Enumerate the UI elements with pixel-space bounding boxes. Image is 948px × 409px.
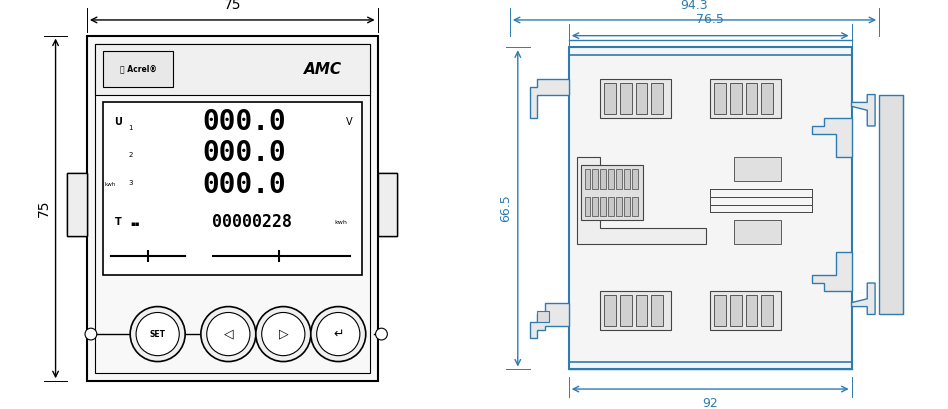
Polygon shape	[530, 79, 569, 118]
Circle shape	[375, 328, 388, 340]
Text: 00000228: 00000228	[212, 213, 292, 231]
Text: Ⓢ Acrel®: Ⓢ Acrel®	[119, 65, 156, 74]
Bar	[651, 295, 663, 326]
Bar	[616, 169, 622, 189]
Bar	[608, 197, 614, 216]
Circle shape	[201, 307, 256, 362]
Polygon shape	[851, 283, 875, 315]
Bar	[600, 79, 671, 118]
Text: ↵: ↵	[333, 328, 343, 341]
Text: 75: 75	[224, 0, 241, 12]
Circle shape	[137, 312, 179, 356]
Bar	[734, 220, 781, 244]
Bar	[710, 79, 781, 118]
Bar	[102, 52, 173, 87]
Circle shape	[256, 307, 311, 362]
Bar	[95, 43, 370, 94]
Text: V: V	[346, 117, 353, 127]
Bar	[714, 83, 726, 114]
Text: 3: 3	[128, 180, 133, 186]
Bar	[592, 169, 598, 189]
Bar	[631, 169, 638, 189]
Bar	[580, 165, 644, 220]
Text: SET: SET	[150, 330, 166, 339]
Bar	[67, 173, 87, 236]
Circle shape	[262, 312, 305, 356]
Text: kwh: kwh	[104, 182, 116, 187]
Bar	[745, 295, 757, 326]
Bar	[616, 197, 622, 216]
Bar	[600, 291, 671, 330]
Polygon shape	[812, 118, 851, 157]
Text: 1: 1	[128, 125, 133, 131]
Text: AMC: AMC	[303, 61, 341, 76]
Bar	[620, 295, 631, 326]
Bar	[95, 43, 370, 373]
Bar	[102, 102, 362, 275]
Bar	[745, 83, 757, 114]
Bar	[651, 83, 663, 114]
Text: 66.5: 66.5	[500, 195, 513, 222]
Text: ▪▪: ▪▪	[130, 221, 139, 227]
Bar	[569, 47, 851, 369]
Bar	[377, 173, 397, 236]
Polygon shape	[377, 173, 397, 236]
Text: 92: 92	[702, 397, 718, 409]
Text: T: T	[115, 217, 121, 227]
Bar	[600, 197, 606, 216]
Bar	[608, 169, 614, 189]
Bar	[730, 295, 741, 326]
Bar	[879, 94, 902, 315]
Bar	[620, 83, 631, 114]
Bar	[730, 83, 741, 114]
Bar	[604, 295, 616, 326]
Bar	[761, 83, 773, 114]
Text: 000.0: 000.0	[202, 139, 286, 167]
Bar	[604, 83, 616, 114]
Bar	[585, 197, 591, 216]
Bar	[635, 83, 647, 114]
Text: 000.0: 000.0	[202, 171, 286, 199]
Bar	[585, 169, 591, 189]
Bar	[538, 310, 549, 322]
Bar	[87, 36, 377, 381]
Bar	[714, 295, 726, 326]
Bar	[710, 291, 781, 330]
Polygon shape	[851, 94, 875, 126]
Circle shape	[207, 312, 250, 356]
Bar	[624, 197, 629, 216]
Text: 76.5: 76.5	[696, 13, 724, 26]
Circle shape	[130, 307, 185, 362]
Polygon shape	[67, 173, 87, 236]
Text: ◁: ◁	[224, 328, 233, 341]
Bar	[631, 197, 638, 216]
Circle shape	[311, 307, 366, 362]
Bar	[592, 197, 598, 216]
Text: 000.0: 000.0	[202, 108, 286, 136]
Text: ▷: ▷	[279, 328, 288, 341]
Text: 94.3: 94.3	[681, 0, 708, 12]
Bar	[761, 295, 773, 326]
Polygon shape	[530, 303, 569, 338]
Bar	[600, 169, 606, 189]
Text: U: U	[115, 117, 122, 127]
Circle shape	[85, 328, 97, 340]
Bar	[635, 295, 647, 326]
Bar	[734, 157, 781, 181]
Text: kwh: kwh	[335, 220, 347, 225]
Text: 2: 2	[128, 153, 133, 158]
Text: 75: 75	[37, 200, 51, 217]
Polygon shape	[812, 252, 851, 291]
Circle shape	[317, 312, 360, 356]
Bar	[624, 169, 629, 189]
Polygon shape	[576, 157, 706, 244]
